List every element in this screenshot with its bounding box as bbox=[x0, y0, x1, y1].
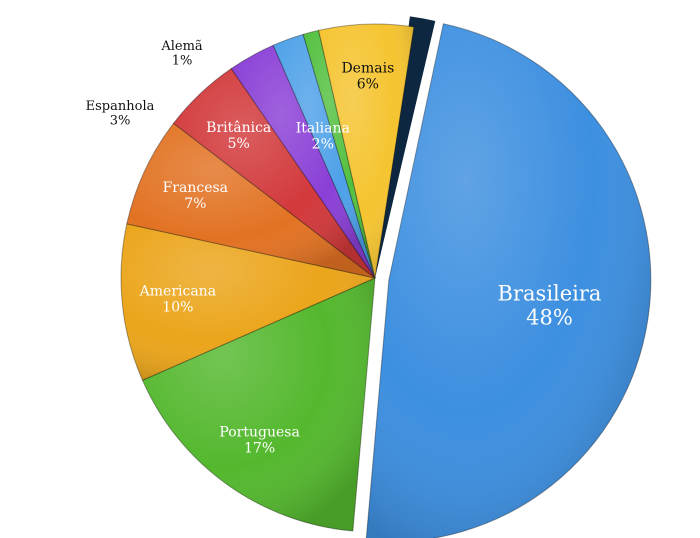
slice-value-italiana: 2% bbox=[312, 137, 334, 153]
pie-slice-shading bbox=[173, 68, 375, 278]
slice-label-brasileira: Brasileira bbox=[498, 281, 602, 305]
pie-slice-shading bbox=[303, 30, 375, 279]
slice-value-britanica: 5% bbox=[228, 136, 250, 152]
slice-label-demais: Demais bbox=[341, 61, 394, 77]
slice-value-demais: 6% bbox=[357, 77, 379, 93]
pie-slices bbox=[120, 16, 652, 538]
pie-slice-shading bbox=[231, 45, 375, 278]
slice-value-alema: 1% bbox=[172, 54, 193, 69]
pie-slice-shading bbox=[273, 34, 375, 278]
slice-label-portuguesa: Portuguesa bbox=[219, 425, 299, 441]
slice-value-brasileira: 48% bbox=[526, 306, 573, 330]
pie-slice-shading bbox=[142, 278, 375, 532]
slice-label-alema: Alemã bbox=[160, 39, 203, 54]
pie-slice-shading bbox=[126, 123, 375, 278]
slice-value-americana: 10% bbox=[162, 299, 193, 315]
slice-label-britanica: Britânica bbox=[206, 120, 271, 136]
slice-label-francesa: Francesa bbox=[163, 180, 228, 196]
slice-value-espanhola: 3% bbox=[110, 114, 131, 129]
slice-label-italiana: Italiana bbox=[296, 120, 350, 136]
slice-value-portuguesa: 17% bbox=[244, 441, 275, 457]
pie-slice-shading bbox=[318, 23, 414, 279]
slice-value-francesa: 7% bbox=[184, 196, 206, 212]
pie-slice-shading bbox=[120, 223, 375, 381]
pie-slice-shading bbox=[366, 23, 651, 538]
slice-label-espanhola: Espanhola bbox=[86, 99, 155, 114]
slice-label-americana: Americana bbox=[139, 283, 216, 299]
slice-separator bbox=[375, 16, 436, 279]
